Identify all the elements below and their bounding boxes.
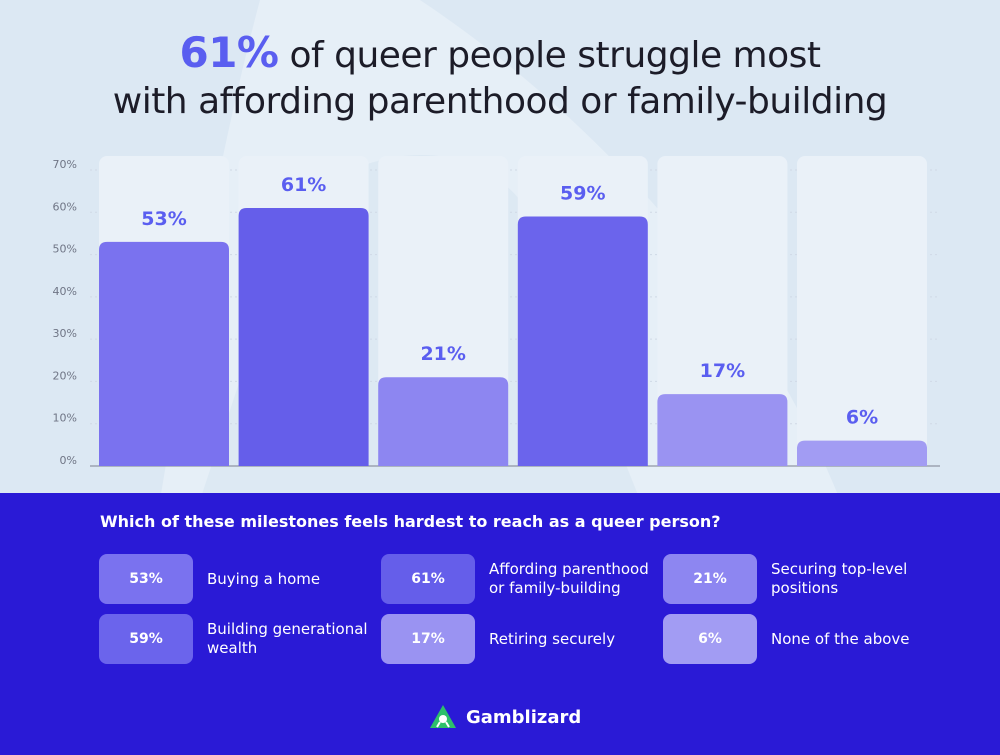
bar — [797, 440, 927, 466]
y-tick-label: 70% — [53, 158, 77, 171]
legend-percent: 17% — [381, 614, 475, 664]
bar — [378, 377, 509, 466]
y-tick-label: 50% — [53, 243, 77, 256]
legend-label: Buying a home — [207, 569, 321, 588]
legend-item: 59% Building generational wealth — [99, 614, 377, 664]
data-label: 61% — [281, 174, 326, 196]
legend-item: 21% Securing top-level positions — [663, 554, 941, 604]
title-line1: of queer people struggle most — [289, 35, 821, 76]
data-label: 53% — [141, 208, 186, 230]
legend-label: Securing top-level positions — [771, 560, 908, 597]
legend-label: Retiring securely — [489, 629, 616, 648]
title-highlight: 61% — [179, 28, 279, 77]
data-label: 59% — [560, 183, 605, 205]
legend-item: 53% Buying a home — [99, 554, 377, 604]
question-text: Which of these milestones feels hardest … — [100, 512, 721, 531]
data-label: 21% — [420, 343, 465, 365]
legend-item: 61% Affording parenthood or family-buildi… — [381, 554, 659, 604]
legend-label: None of the above — [771, 629, 910, 648]
brand-logo: Gamblizard — [428, 704, 581, 730]
y-tick-label: 0% — [60, 454, 77, 467]
data-label: 6% — [846, 407, 878, 429]
y-tick-label: 30% — [53, 327, 77, 340]
title-line2: with affording parenthood or family-buil… — [112, 81, 888, 122]
bar — [657, 394, 788, 466]
legend-percent: 6% — [663, 614, 757, 664]
bar — [238, 208, 369, 467]
y-tick-label: 60% — [53, 200, 77, 213]
data-label: 17% — [700, 360, 745, 382]
legend-percent: 59% — [99, 614, 193, 664]
y-tick-label: 10% — [53, 412, 77, 425]
y-tick-label: 20% — [53, 369, 77, 382]
page-title: 61% of queer people struggle most with a… — [0, 30, 1000, 125]
bar-track — [797, 156, 927, 466]
legend-label: Affording parenthood or family-building — [489, 560, 649, 597]
legend-percent: 61% — [381, 554, 475, 604]
bar — [517, 216, 648, 466]
bar-track — [657, 156, 788, 466]
legend-label: Building generational wealth — [207, 620, 368, 657]
brand-name: Gamblizard — [466, 706, 582, 728]
bar-chart: 0% 10% 20% 30% 40% 50% 60% 70% 53% 61% 21% 59% 17% 6% — [53, 156, 940, 467]
lizard-icon — [430, 705, 456, 728]
y-tick-label: 40% — [53, 285, 77, 298]
legend-percent: 53% — [99, 554, 193, 604]
legend-item: 17% Retiring securely — [381, 614, 659, 664]
legend-item: 6% None of the above — [663, 614, 941, 664]
bar — [99, 241, 229, 466]
legend-percent: 21% — [663, 554, 757, 604]
